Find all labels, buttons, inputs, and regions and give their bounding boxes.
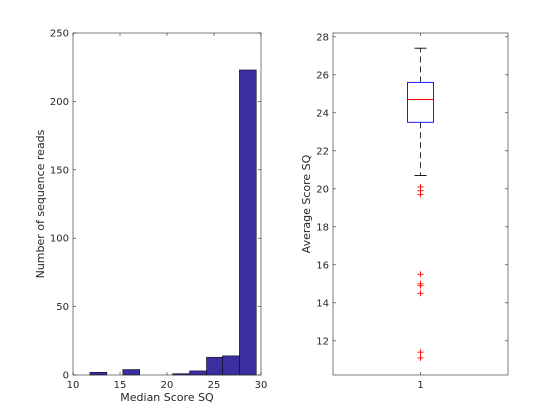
histogram-y-axis-label: Number of sequence reads <box>34 129 47 278</box>
outlier-marker <box>417 282 424 289</box>
histogram-x-axis-label: Median Score SQ <box>120 391 214 404</box>
x-tick-label: 15 <box>114 380 127 391</box>
y-tick-label: 200 <box>50 97 69 108</box>
outlier-marker <box>417 349 424 356</box>
x-tick-label: 10 <box>67 380 80 391</box>
histogram-x-ticks: 10 15 20 25 30 <box>67 33 268 391</box>
histogram-bar <box>239 69 257 376</box>
boxplot-y-ticks: 12 14 16 18 20 22 24 26 28 <box>316 32 508 347</box>
y-tick-label: 250 <box>50 29 69 40</box>
boxplot-x-ticks: 1 <box>417 33 424 391</box>
y-tick-label: 150 <box>50 165 69 176</box>
outlier-marker <box>417 354 424 361</box>
y-tick-label: 50 <box>56 302 69 313</box>
outlier-marker <box>417 191 424 198</box>
histogram-y-ticks: 0 50 100 150 200 250 <box>50 29 261 382</box>
boxplot-chart: 12 14 16 18 20 22 24 26 28 1 Average Score SQ <box>300 32 509 391</box>
histogram-bar <box>122 369 140 376</box>
y-tick-label: 20 <box>316 184 329 195</box>
y-tick-label: 18 <box>316 222 329 233</box>
y-tick-label: 26 <box>316 70 329 81</box>
y-tick-label: 24 <box>316 108 329 119</box>
y-tick-label: 16 <box>316 260 329 271</box>
y-tick-label: 0 <box>63 371 69 382</box>
y-tick-label: 12 <box>316 336 329 347</box>
histogram-bar <box>89 372 108 376</box>
histogram-plot-area <box>73 33 261 375</box>
x-tick-label: 1 <box>417 380 423 391</box>
histogram-bar <box>206 356 223 376</box>
y-tick-label: 28 <box>316 32 329 43</box>
histogram-chart: 10 15 20 25 30 0 50 100 150 200 250 Median Score … <box>34 29 267 405</box>
x-tick-label: 20 <box>161 380 174 391</box>
boxplot-marks <box>407 47 434 361</box>
y-tick-label: 22 <box>316 146 329 157</box>
x-tick-label: 25 <box>208 380 221 391</box>
histogram-bar <box>189 370 207 376</box>
boxplot-y-axis-label: Average Score SQ <box>300 154 313 253</box>
outlier-marker <box>417 290 424 297</box>
outlier-marker <box>417 271 424 278</box>
histogram-bar <box>222 355 240 376</box>
boxplot-plot-area <box>333 33 508 375</box>
y-tick-label: 14 <box>316 298 329 309</box>
x-tick-label: 30 <box>255 380 268 391</box>
box-iqr <box>407 81 434 123</box>
y-tick-label: 100 <box>50 234 69 245</box>
